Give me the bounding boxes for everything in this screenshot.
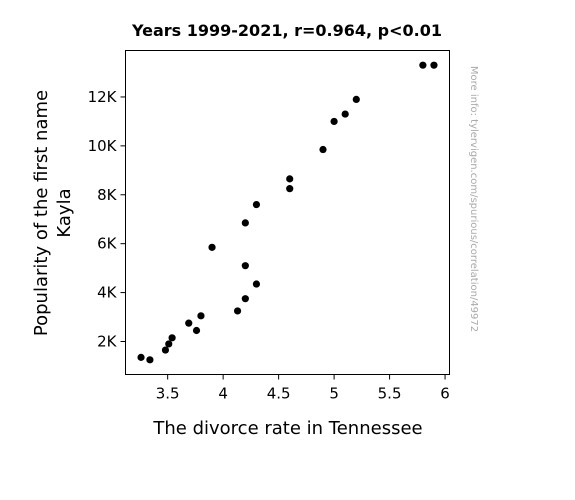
plot-frame [125, 50, 450, 375]
x-axis: 3.5 4 4.5 5 5.5 6 [156, 374, 450, 403]
data-point [419, 61, 427, 69]
data-point [197, 312, 205, 320]
data-point [146, 356, 154, 364]
data-point [185, 319, 193, 327]
data-point [165, 340, 173, 348]
data-point [286, 175, 294, 183]
data-point [252, 200, 261, 209]
data-point [341, 110, 349, 118]
chart-title: Years 1999-2021, r=0.964, p<0.01 [131, 21, 442, 40]
data-point [241, 295, 249, 303]
y-axis-label-line-2-wrap: Kayla [54, 188, 75, 237]
data-point [352, 95, 360, 104]
y-axis: 2K 4K 6K 8K 10K 12K [88, 88, 126, 350]
watermark: More info: tylervigen.com/spurious/corre… [468, 66, 479, 332]
data-point [192, 326, 201, 335]
data-point [252, 280, 261, 288]
data-point [208, 243, 216, 251]
y-tick-label: 10K [88, 137, 118, 155]
data-point [286, 185, 294, 193]
data-point [137, 353, 145, 361]
data-point [330, 117, 338, 126]
y-axis-label-line-1: Popularity of the first name [31, 90, 52, 336]
x-axis-label: The divorce rate in Tennessee [152, 418, 422, 439]
data-point [168, 334, 176, 342]
data-point [241, 219, 249, 227]
y-axis-label-line-2: Kayla [54, 188, 75, 237]
y-tick-label: 12K [88, 88, 118, 106]
y-tick-label: 8K [97, 186, 118, 204]
data-point [233, 307, 242, 315]
x-tick-label: 4.5 [267, 385, 291, 403]
y-tick-label: 2K [97, 332, 118, 350]
data-point [319, 145, 327, 154]
data-points [137, 61, 438, 364]
data-point [430, 61, 438, 69]
x-tick-label: 5 [329, 385, 339, 403]
x-tick-label: 4 [218, 385, 228, 403]
y-tick-label: 4K [97, 284, 118, 302]
y-axis-label: Popularity of the first name [31, 90, 52, 336]
x-tick-label: 6 [440, 385, 450, 403]
data-point [241, 262, 249, 270]
data-point [161, 346, 170, 354]
x-tick-label: 5.5 [378, 385, 402, 403]
x-tick-label: 3.5 [156, 385, 180, 403]
y-tick-label: 6K [97, 235, 118, 253]
